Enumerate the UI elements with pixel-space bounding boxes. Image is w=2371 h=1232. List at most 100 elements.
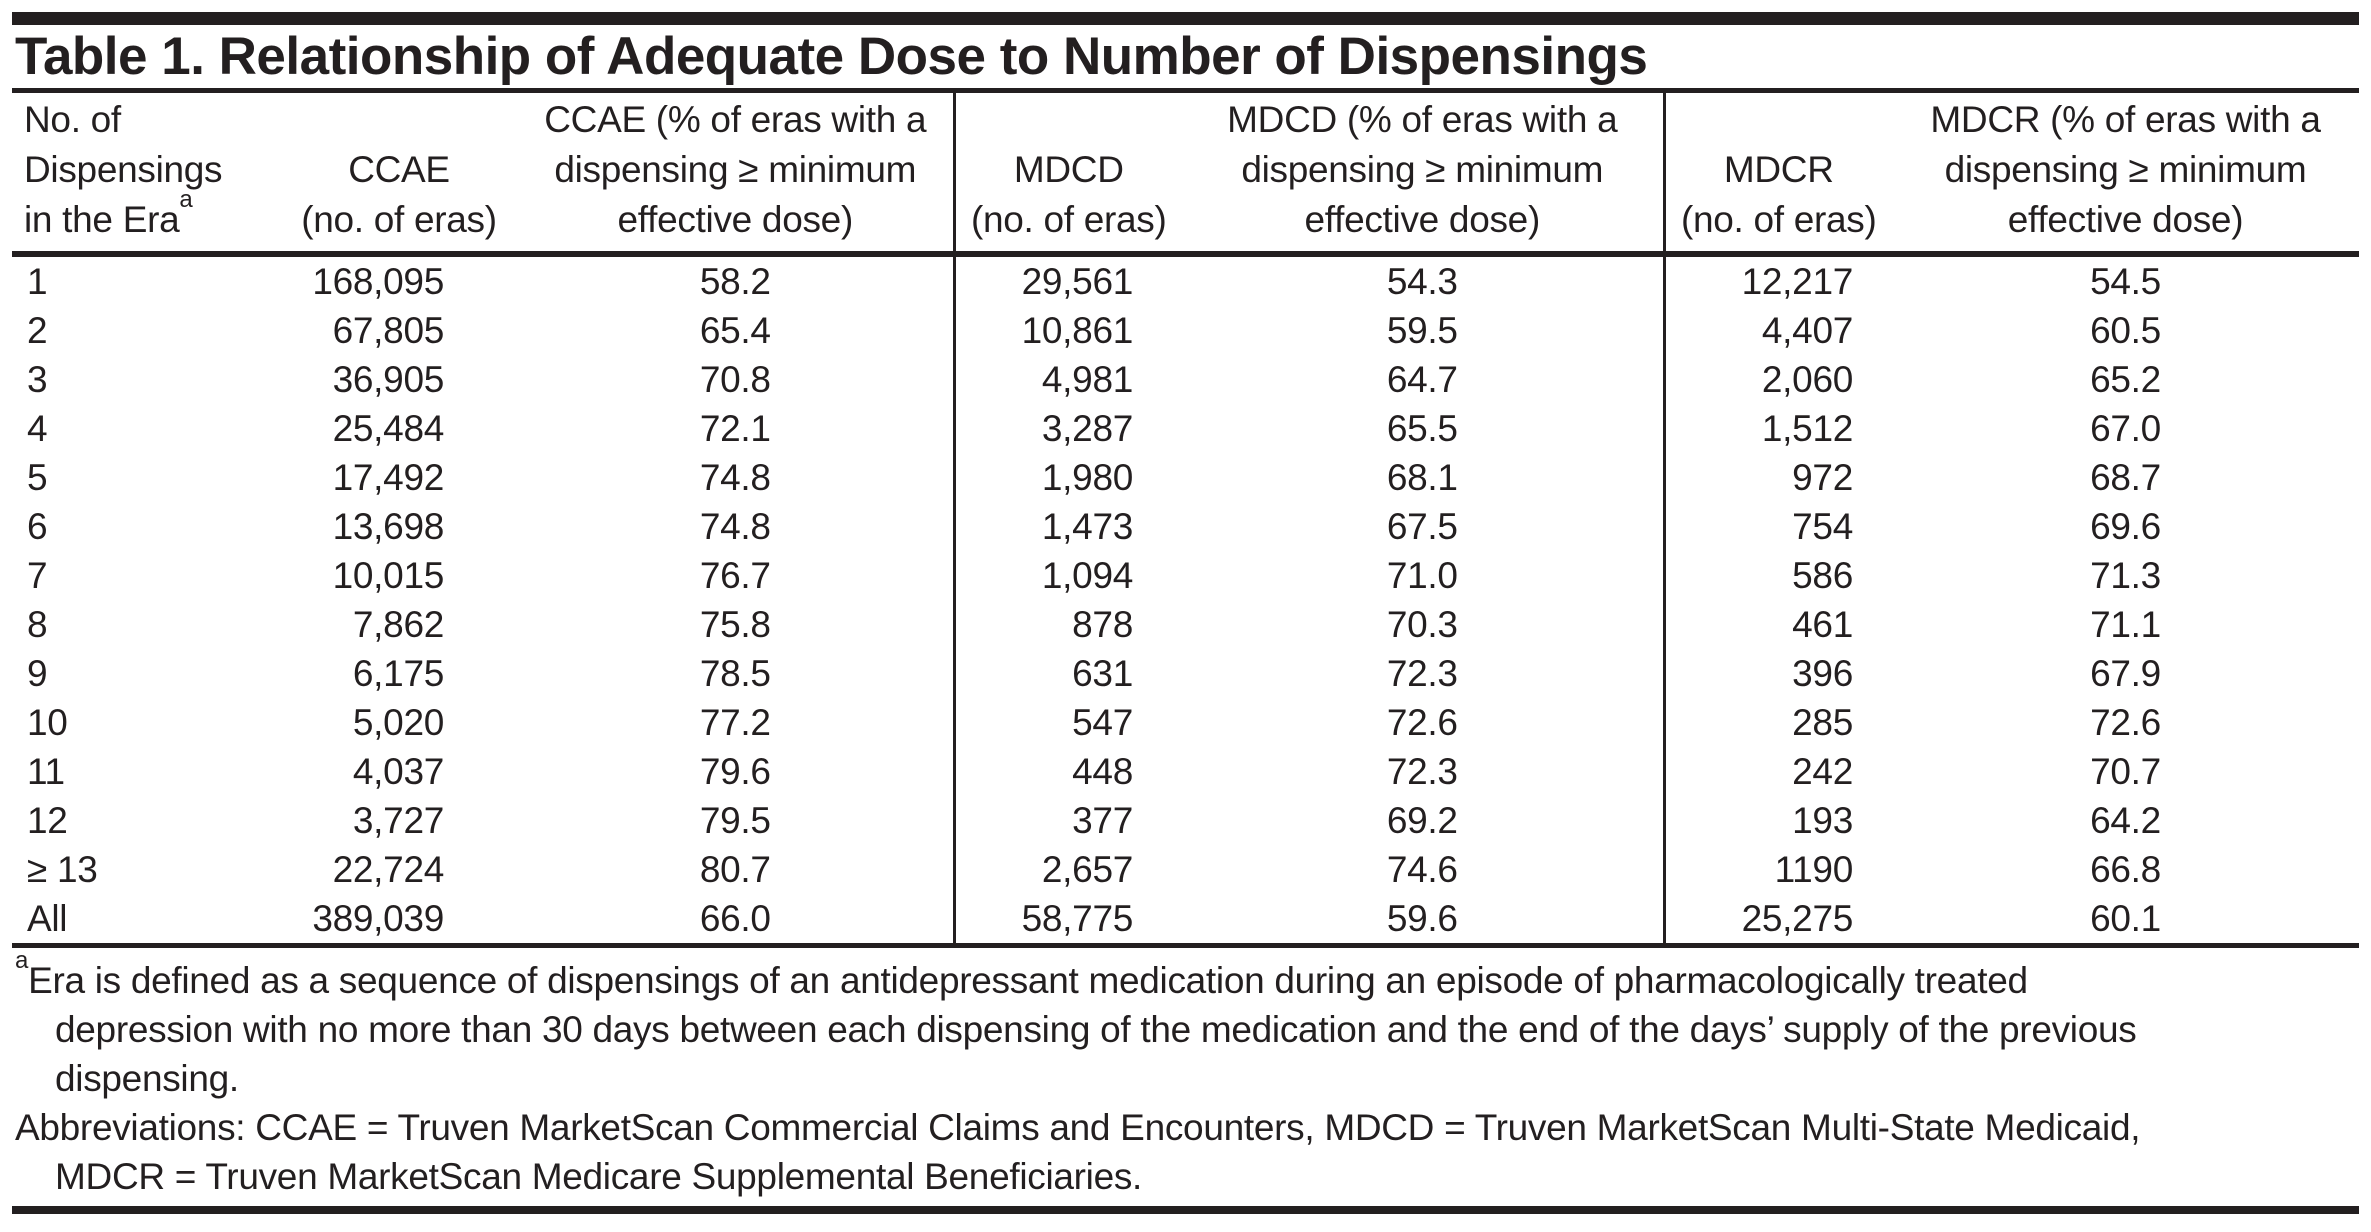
cell-mdcr-n: 12,217 xyxy=(1662,254,1892,306)
cell-ccae-pct: 66.0 xyxy=(518,894,954,948)
cell-mdcd-pct: 59.6 xyxy=(1182,894,1664,948)
cell-ccae-pct: 79.5 xyxy=(699,800,771,841)
cell-mdcd-pct: 72.3 xyxy=(1386,751,1458,792)
cell-mdcd-n: 29,561 xyxy=(952,254,1182,306)
header-line: dispensing ≥ minimum xyxy=(1241,149,1604,190)
header-line: (no. of eras) xyxy=(970,199,1167,240)
header-line: MDCR (% of eras with a xyxy=(1930,99,2321,140)
column-header-mdcd-n: MDCD (no. of eras) xyxy=(952,93,1182,257)
footnote-marker: a xyxy=(15,947,29,975)
cell-ccae-n: 25,484 xyxy=(332,408,445,449)
cell-mdcr-n: 1190 xyxy=(1662,845,1892,894)
header-line: effective dose) xyxy=(2007,199,2244,240)
table-row: 6 13,698 74.8 1,473 67.5 754 69.6 xyxy=(12,502,2359,551)
header-line: CCAE (% of eras with a xyxy=(544,99,927,140)
cell-ccae-n: 3,727 xyxy=(352,800,444,841)
cell-dispensings: All xyxy=(12,894,280,948)
cell-mdcr-pct: 70.7 xyxy=(2090,751,2161,792)
cell-mdcd-n: 10,861 xyxy=(952,306,1182,355)
cell-ccae-n: 5,020 xyxy=(352,702,444,743)
table-row: 9 6,175 78.5 631 72.3 396 67.9 xyxy=(12,649,2359,698)
cell-dispensings: 9 xyxy=(27,653,48,694)
table-body: 1 168,095 58.2 29,561 54.3 12,217 54.5 2 67,805 6… xyxy=(12,254,2359,948)
cell-ccae-pct: 77.2 xyxy=(699,702,771,743)
footnote-era-line: dispensing. xyxy=(55,1058,239,1099)
footnote-abbreviations-line: Abbreviations: CCAE = Truven MarketScan … xyxy=(15,1107,2141,1148)
cell-mdcd-n: 2,657 xyxy=(952,845,1182,894)
cell-ccae-pct: 80.7 xyxy=(699,849,771,890)
cell-ccae-n: 168,095 xyxy=(312,261,444,302)
cell-mdcr-pct: 72.6 xyxy=(2090,702,2161,743)
table-row: 4 25,484 72.1 3,287 65.5 1,512 67.0 xyxy=(12,404,2359,453)
cell-dispensings: 2 xyxy=(27,310,48,351)
table-row: 7 10,015 76.7 1,094 71.0 586 71.3 xyxy=(12,551,2359,600)
column-header-ccae-n: CCAE (no. of eras) xyxy=(280,93,518,257)
cell-mdcd-pct: 54.3 xyxy=(1386,261,1458,302)
cell-dispensings: 6 xyxy=(27,506,48,547)
cell-ccae-n: 7,862 xyxy=(352,604,444,645)
cell-ccae-pct: 76.7 xyxy=(699,555,771,596)
cell-mdcr-pct: 60.1 xyxy=(1892,894,2359,948)
cell-mdcr-pct: 71.3 xyxy=(2090,555,2161,596)
table-row: 12 3,727 79.5 377 69.2 193 64.2 xyxy=(12,796,2359,845)
table-row: 2 67,805 65.4 10,861 59.5 4,407 60.5 xyxy=(12,306,2359,355)
table-row: All 389,039 66.0 58,775 59.6 25,275 60.1 xyxy=(12,894,2359,948)
cell-mdcd-n: 1,094 xyxy=(952,551,1182,600)
cell-dispensings: 12 xyxy=(27,800,68,841)
cell-ccae-pct: 58.2 xyxy=(699,261,771,302)
top-rule xyxy=(12,12,2359,25)
column-header-mdcr-pct: MDCR (% of eras with a dispensing ≥ mini… xyxy=(1892,93,2359,257)
cell-mdcr-pct: 54.5 xyxy=(2090,261,2161,302)
cell-mdcd-n: 1,980 xyxy=(952,453,1182,502)
cell-mdcr-n: 396 xyxy=(1662,649,1892,698)
footnote-marker: a xyxy=(179,186,193,214)
cell-mdcr-pct: 67.0 xyxy=(2090,408,2161,449)
table-row: 10 5,020 77.2 547 72.6 285 72.6 xyxy=(12,698,2359,747)
cell-dispensings: 5 xyxy=(27,457,48,498)
cell-ccae-n: 22,724 xyxy=(332,849,445,890)
cell-dispensings: ≥ 13 xyxy=(27,849,98,890)
header-line: CCAE xyxy=(348,149,450,190)
cell-mdcr-pct: 66.8 xyxy=(2090,849,2161,890)
header-line: MDCD (% of eras with a xyxy=(1227,99,1618,140)
table-row: 5 17,492 74.8 1,980 68.1 972 68.7 xyxy=(12,453,2359,502)
cell-mdcd-pct: 74.6 xyxy=(1386,849,1458,890)
cell-mdcd-n: 58,775 xyxy=(952,894,1182,948)
cell-mdcd-pct: 59.5 xyxy=(1386,310,1458,351)
header-line: (no. of eras) xyxy=(1680,199,1877,240)
cell-ccae-pct: 78.5 xyxy=(699,653,771,694)
column-header-mdcr-n: MDCR (no. of eras) xyxy=(1662,93,1892,257)
cell-mdcd-n: 448 xyxy=(952,747,1182,796)
footnote-era-line: aEra is defined as a sequence of dispens… xyxy=(15,949,2356,1005)
cell-mdcd-pct: 64.7 xyxy=(1386,359,1458,400)
dispensings-table: No. of Dispensings in the Eraa CCAE (no.… xyxy=(12,93,2359,948)
header-line: (no. of eras) xyxy=(301,199,497,240)
cell-mdcd-n: 377 xyxy=(952,796,1182,845)
header-line: in the Eraa xyxy=(24,188,280,245)
cell-mdcr-pct: 67.9 xyxy=(2090,653,2161,694)
cell-ccae-pct: 74.8 xyxy=(699,457,771,498)
cell-ccae-pct: 79.6 xyxy=(699,751,771,792)
cell-ccae-pct: 74.8 xyxy=(699,506,771,547)
header-line: MDCD xyxy=(1013,149,1124,190)
cell-mdcr-n: 25,275 xyxy=(1662,894,1892,948)
cell-ccae-n: 36,905 xyxy=(332,359,445,400)
bottom-rule xyxy=(12,1206,2359,1214)
cell-mdcr-n: 1,512 xyxy=(1662,404,1892,453)
cell-mdcr-pct: 69.6 xyxy=(2090,506,2161,547)
cell-mdcd-pct: 71.0 xyxy=(1386,555,1458,596)
column-header-dispensings: No. of Dispensings in the Eraa xyxy=(12,93,280,257)
cell-dispensings: 11 xyxy=(27,751,65,792)
cell-mdcd-pct: 69.2 xyxy=(1386,800,1458,841)
cell-mdcd-pct: 65.5 xyxy=(1386,408,1458,449)
footnote-abbreviations-line: MDCR = Truven MarketScan Medicare Supple… xyxy=(55,1156,1143,1197)
cell-mdcd-n: 1,473 xyxy=(952,502,1182,551)
table-row: 8 7,862 75.8 878 70.3 461 71.1 xyxy=(12,600,2359,649)
column-header-mdcd-pct: MDCD (% of eras with a dispensing ≥ mini… xyxy=(1182,93,1664,257)
table-header: No. of Dispensings in the Eraa CCAE (no.… xyxy=(12,93,2359,257)
header-line: dispensing ≥ minimum xyxy=(554,149,917,190)
cell-ccae-n: 6,175 xyxy=(352,653,444,694)
cell-mdcr-pct: 64.2 xyxy=(2090,800,2161,841)
header-line: effective dose) xyxy=(617,199,854,240)
cell-mdcd-pct: 67.5 xyxy=(1386,506,1458,547)
